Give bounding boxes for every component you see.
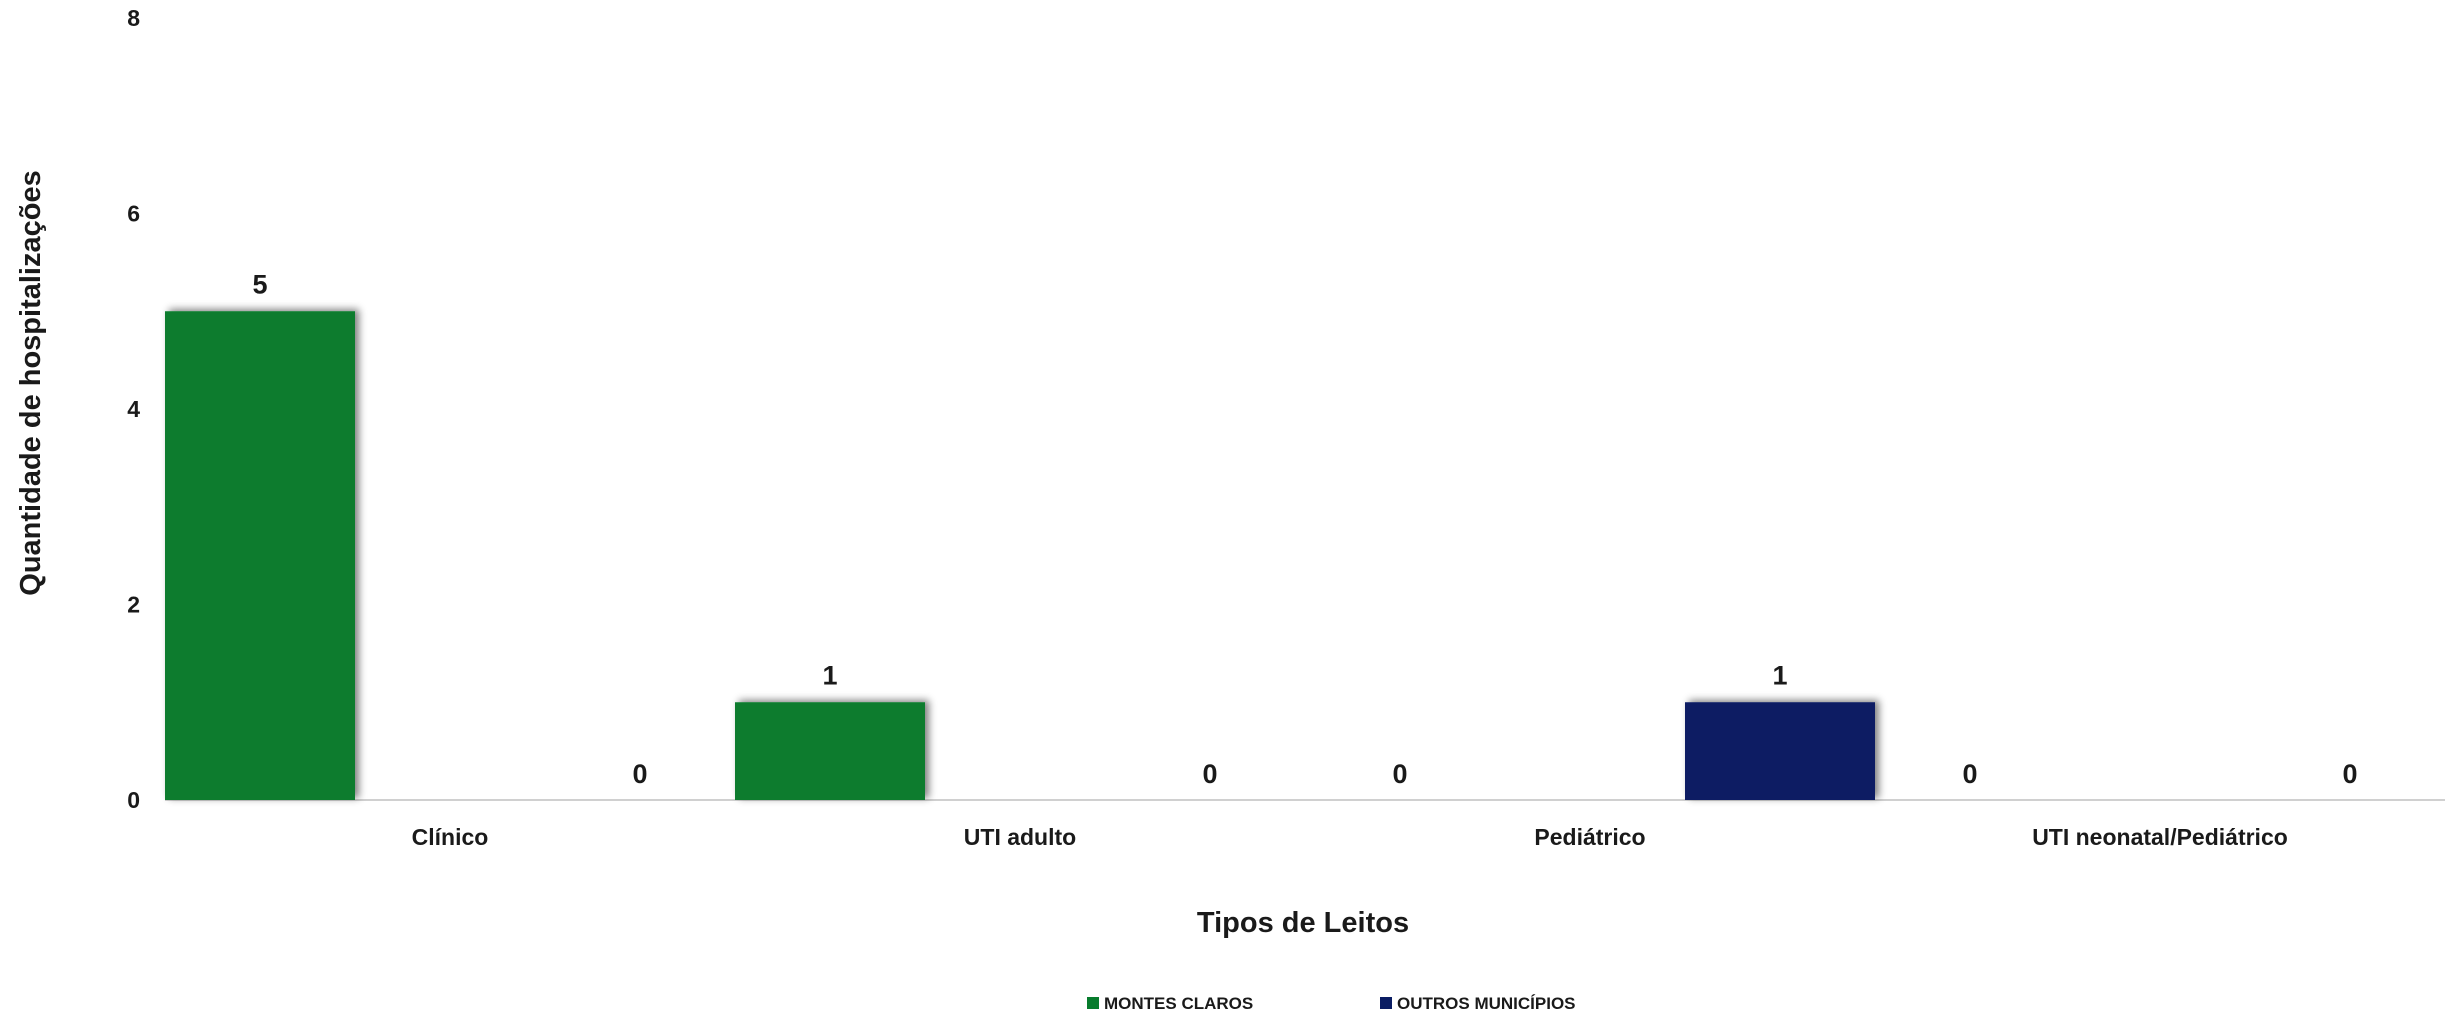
bar xyxy=(735,702,925,800)
legend-label: MONTES CLAROS xyxy=(1104,994,1253,1013)
bar xyxy=(1685,702,1875,800)
category-labels: Clínico UTI adulto Pediátrico UTI neonatal/… xyxy=(412,824,2288,850)
x-axis-title: Tipos de Leitos xyxy=(1197,907,1409,939)
data-labels: 5 0 1 0 0 1 0 0 xyxy=(252,269,2357,789)
data-label: 0 xyxy=(2342,759,2357,789)
data-label: 0 xyxy=(1202,759,1217,789)
category-label: UTI neonatal/Pediátrico xyxy=(2032,824,2288,850)
legend-swatch xyxy=(1380,997,1392,1009)
y-tick-label: 2 xyxy=(127,592,140,618)
y-tick-label: 8 xyxy=(127,5,140,31)
legend-label: OUTROS MUNICÍPIOS xyxy=(1397,994,1576,1013)
data-label: 0 xyxy=(632,759,647,789)
y-tick-label: 6 xyxy=(127,201,140,227)
legend: MONTES CLAROS OUTROS MUNICÍPIOS xyxy=(1087,994,1576,1013)
y-axis-ticks: 0 2 4 6 8 xyxy=(127,5,140,813)
bars xyxy=(165,311,1875,800)
data-label: 5 xyxy=(252,269,267,299)
category-label: Clínico xyxy=(412,824,489,850)
category-label: UTI adulto xyxy=(964,824,1076,850)
y-tick-label: 0 xyxy=(127,787,140,813)
data-label: 1 xyxy=(1772,660,1787,690)
y-tick-label: 4 xyxy=(127,396,140,422)
category-label: Pediátrico xyxy=(1534,824,1645,850)
data-label: 0 xyxy=(1962,759,1977,789)
legend-swatch xyxy=(1087,997,1099,1009)
y-axis-title: Quantidade de hospitalizações xyxy=(15,170,47,595)
bar xyxy=(165,311,355,800)
data-label: 0 xyxy=(1392,759,1407,789)
data-label: 1 xyxy=(822,660,837,690)
